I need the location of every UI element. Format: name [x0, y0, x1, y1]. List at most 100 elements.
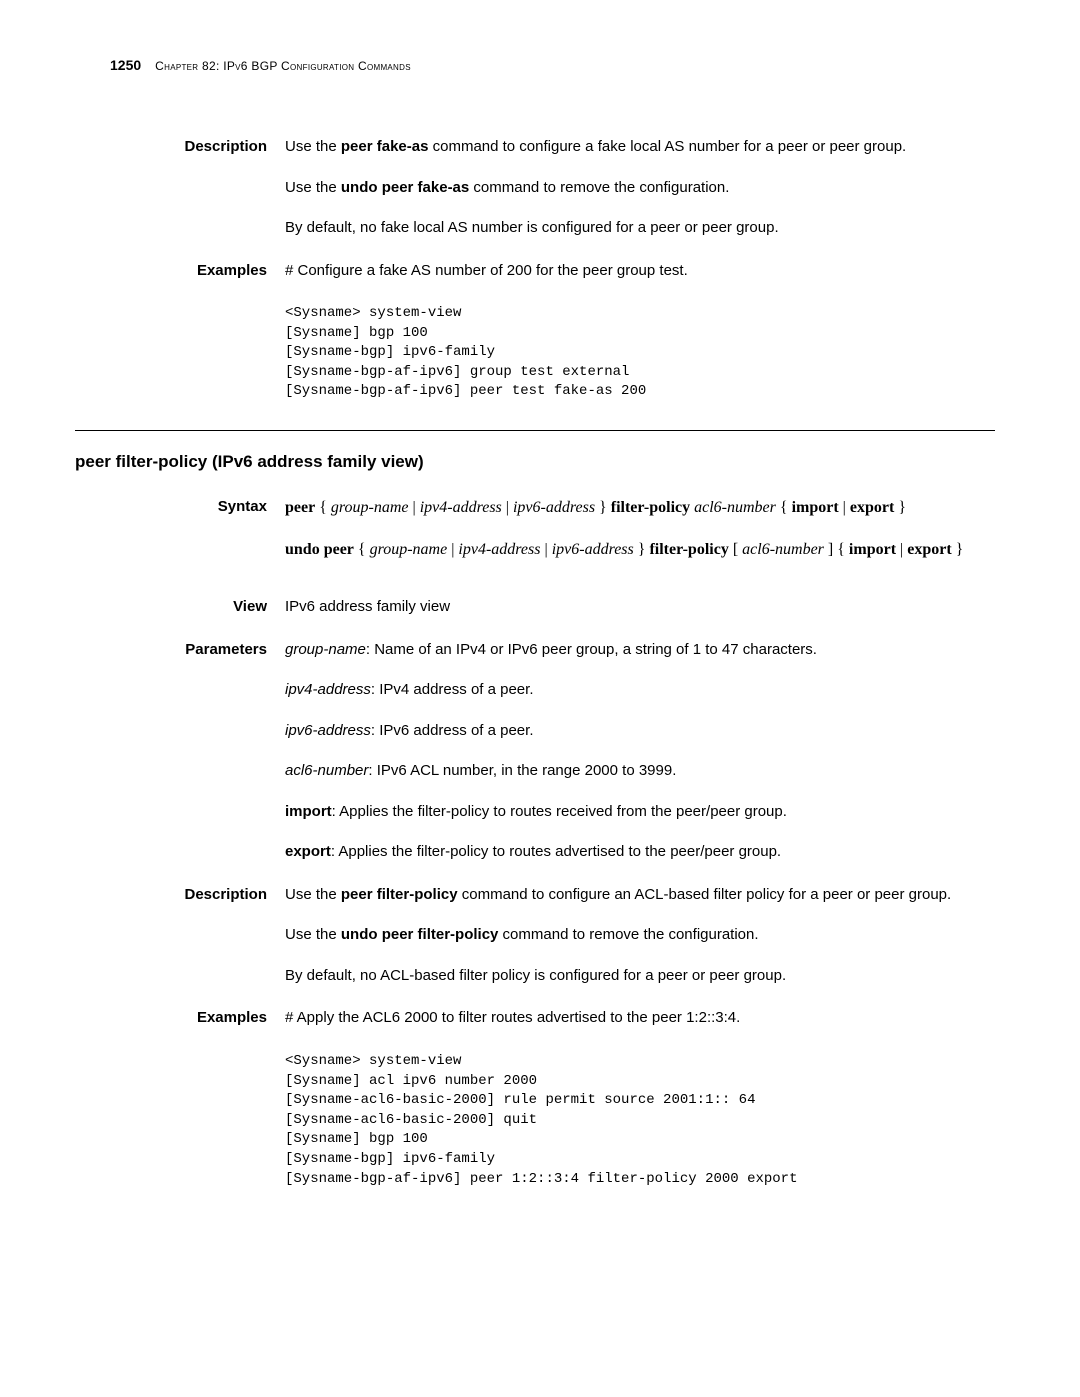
sep: {	[776, 499, 792, 516]
kw: import	[792, 499, 839, 516]
param-desc: : Applies the filter-policy to routes ad…	[331, 843, 781, 860]
desc-p3: By default, no fake local AS number is c…	[285, 217, 995, 240]
sep: }	[952, 541, 964, 558]
example-code-2: <Sysname> system-view [Sysname] acl ipv6…	[285, 1052, 995, 1189]
syntax-label: Syntax	[75, 496, 285, 562]
syntax-content: peer { group-name | ipv4-address | ipv6-…	[285, 496, 995, 562]
arg: acl6-number	[694, 499, 776, 516]
sep: |	[839, 499, 850, 516]
kw: export	[907, 541, 951, 558]
example-code: <Sysname> system-view [Sysname] bgp 100 …	[285, 304, 995, 402]
view-content: IPv6 address family view	[285, 596, 995, 619]
kw: export	[850, 499, 894, 516]
text: command to configure a fake local AS num…	[428, 138, 906, 155]
examples-content: # Configure a fake AS number of 200 for …	[285, 260, 995, 402]
param-p5: import: Applies the filter-policy to rou…	[285, 801, 995, 824]
param-p4: acl6-number: IPv6 ACL number, in the ran…	[285, 760, 995, 783]
desc-p2: Use the undo peer fake-as command to rem…	[285, 177, 995, 200]
text: Use the	[285, 138, 341, 155]
sep: }	[894, 499, 906, 516]
page-container: 1250 Chapter 82: IPv6 BGP Configuration …	[0, 0, 1080, 1235]
arg: ipv6-address	[513, 499, 595, 516]
param-p6: export: Applies the filter-policy to rou…	[285, 841, 995, 864]
sep: ] {	[824, 541, 849, 558]
kw: filter-policy	[649, 541, 728, 558]
text: command to configure an ACL-based filter…	[458, 886, 952, 903]
kw: filter-policy	[611, 499, 690, 516]
param-p1: group-name: Name of an IPv4 or IPv6 peer…	[285, 639, 995, 662]
parameters-label: Parameters	[75, 639, 285, 864]
text: Use the	[285, 179, 341, 196]
arg: acl6-number	[742, 541, 824, 558]
text: Use the	[285, 886, 341, 903]
section-title: peer filter-policy (IPv6 address family …	[75, 449, 995, 475]
example-intro-2: # Apply the ACL6 2000 to filter routes a…	[285, 1007, 995, 1030]
syntax-block: Syntax peer { group-name | ipv4-address …	[75, 496, 995, 562]
parameters-block: Parameters group-name: Name of an IPv4 o…	[75, 639, 995, 864]
arg: ipv6-address	[552, 541, 634, 558]
arg: group-name	[331, 499, 409, 516]
text: command to remove the configuration.	[469, 179, 729, 196]
arg: ipv4-address	[420, 499, 502, 516]
param-name: ipv4-address	[285, 681, 371, 698]
kw: import	[849, 541, 896, 558]
desc2-p3: By default, no ACL-based filter policy i…	[285, 965, 995, 988]
param-name: acl6-number	[285, 762, 368, 779]
param-desc: : IPv6 address of a peer.	[371, 722, 534, 739]
param-desc: : Applies the filter-policy to routes re…	[332, 803, 787, 820]
sep: |	[409, 499, 420, 516]
sep: }	[595, 499, 611, 516]
arg: ipv4-address	[458, 541, 540, 558]
param-desc: : IPv4 address of a peer.	[371, 681, 534, 698]
sep: {	[354, 541, 370, 558]
command-name: peer filter-policy	[341, 886, 458, 903]
sep: }	[634, 541, 650, 558]
description-block-2: Description Use the peer filter-policy c…	[75, 884, 995, 988]
syntax-line-2: undo peer { group-name | ipv4-address | …	[285, 538, 995, 562]
description-label-2: Description	[75, 884, 285, 988]
examples-block: Examples # Configure a fake AS number of…	[75, 260, 995, 402]
desc2-p2: Use the undo peer filter-policy command …	[285, 924, 995, 947]
param-name: export	[285, 843, 331, 860]
examples-label-2: Examples	[75, 1007, 285, 1189]
command-name: undo peer fake-as	[341, 179, 469, 196]
sep: |	[896, 541, 907, 558]
parameters-content: group-name: Name of an IPv4 or IPv6 peer…	[285, 639, 995, 864]
param-name: group-name	[285, 641, 366, 658]
syntax-line-1: peer { group-name | ipv4-address | ipv6-…	[285, 496, 995, 520]
section-divider	[75, 430, 995, 431]
sep: |	[540, 541, 551, 558]
desc-p1: Use the peer fake-as command to configur…	[285, 136, 995, 159]
sep: {	[315, 499, 331, 516]
view-block: View IPv6 address family view	[75, 596, 995, 619]
page-number: 1250	[110, 55, 141, 76]
param-name: ipv6-address	[285, 722, 371, 739]
param-p3: ipv6-address: IPv6 address of a peer.	[285, 720, 995, 743]
view-label: View	[75, 596, 285, 619]
sep: [	[729, 541, 742, 558]
page-header: 1250 Chapter 82: IPv6 BGP Configuration …	[110, 55, 995, 76]
view-text: IPv6 address family view	[285, 596, 995, 619]
param-desc: : IPv6 ACL number, in the range 2000 to …	[368, 762, 676, 779]
text: command to remove the configuration.	[498, 926, 758, 943]
description-content: Use the peer fake-as command to configur…	[285, 136, 995, 240]
examples-block-2: Examples # Apply the ACL6 2000 to filter…	[75, 1007, 995, 1189]
example-intro: # Configure a fake AS number of 200 for …	[285, 260, 995, 283]
command-name: undo peer filter-policy	[341, 926, 499, 943]
sep: |	[447, 541, 458, 558]
text: Use the	[285, 926, 341, 943]
param-p2: ipv4-address: IPv4 address of a peer.	[285, 679, 995, 702]
description-content-2: Use the peer filter-policy command to co…	[285, 884, 995, 988]
arg: group-name	[370, 541, 448, 558]
examples-content-2: # Apply the ACL6 2000 to filter routes a…	[285, 1007, 995, 1189]
description-block: Description Use the peer fake-as command…	[75, 136, 995, 240]
param-name: import	[285, 803, 332, 820]
examples-label: Examples	[75, 260, 285, 402]
param-desc: : Name of an IPv4 or IPv6 peer group, a …	[366, 641, 817, 658]
description-label: Description	[75, 136, 285, 240]
kw: undo peer	[285, 541, 354, 558]
chapter-title: Chapter 82: IPv6 BGP Configuration Comma…	[155, 57, 411, 75]
sep: |	[502, 499, 513, 516]
command-name: peer fake-as	[341, 138, 429, 155]
kw: peer	[285, 499, 315, 516]
